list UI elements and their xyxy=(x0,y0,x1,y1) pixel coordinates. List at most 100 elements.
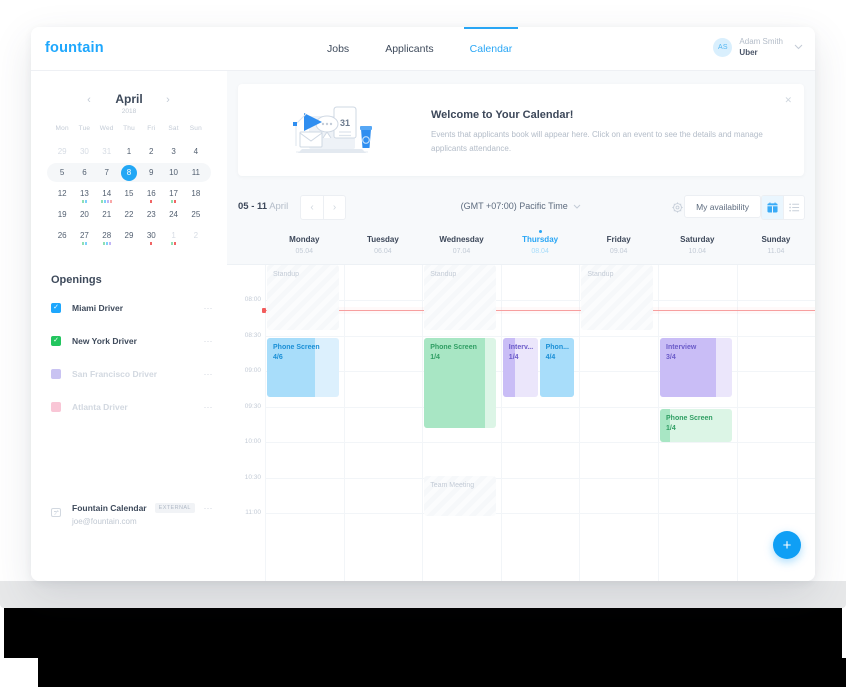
opening-checkbox[interactable] xyxy=(51,369,61,379)
mini-calendar-day-number: 20 xyxy=(79,210,89,219)
calendar-event[interactable]: Phone Screen 4/6 xyxy=(267,338,339,397)
calendar-account-more-button[interactable]: ⋯ xyxy=(203,503,213,513)
next-week-button[interactable]: › xyxy=(323,196,345,219)
mini-calendar-day-8[interactable]: 8 xyxy=(118,162,140,183)
day-header-name: Saturday xyxy=(680,235,715,244)
mini-calendar-weekday-thu: Thu xyxy=(123,125,135,132)
event-dot xyxy=(174,242,177,245)
grid-day-divider xyxy=(265,265,266,581)
mini-calendar-day-24[interactable]: 24 xyxy=(162,204,184,225)
calendar-view-icon[interactable] xyxy=(762,196,783,219)
chevron-down-icon[interactable] xyxy=(794,42,803,52)
mini-calendar-day-30[interactable]: 30 xyxy=(73,141,95,162)
calendar-event[interactable]: Phon... 4/4 xyxy=(539,338,575,397)
my-availability-button[interactable]: My availability xyxy=(684,195,761,218)
timezone-selector[interactable]: (GMT +07:00) Pacific Time xyxy=(227,201,815,211)
calendar-account-email: joe@fountain.com xyxy=(72,517,137,526)
mini-calendar-day-4[interactable]: 4 xyxy=(185,141,207,162)
mini-calendar-day-7[interactable]: 7 xyxy=(96,162,118,183)
mini-calendar-day-25[interactable]: 25 xyxy=(185,204,207,225)
mini-calendar-day-30[interactable]: 30 xyxy=(140,225,162,246)
calendar-event[interactable]: Phone Screen 1/4 xyxy=(660,409,732,442)
mini-calendar-event-dots xyxy=(162,200,184,203)
day-header-thursday[interactable]: Thursday 08.04 xyxy=(501,230,580,255)
opening-more-button[interactable]: ⋯ xyxy=(203,368,213,379)
opening-item-new-york-driver[interactable]: New York Driver ⋯ xyxy=(51,330,213,352)
mini-calendar-day-26[interactable]: 26 xyxy=(51,225,73,246)
mini-calendar-day-number: 23 xyxy=(146,210,156,219)
mini-calendar-day-number: 24 xyxy=(169,210,179,219)
list-view-icon[interactable] xyxy=(783,196,804,219)
mini-calendar-day-6[interactable]: 6 xyxy=(73,162,95,183)
mini-calendar-weekday-mon: Mon xyxy=(55,125,69,132)
opening-more-button[interactable]: ⋯ xyxy=(203,401,213,412)
calendar-event[interactable]: Interv... 1/4 xyxy=(502,338,538,397)
mini-calendar-day-11[interactable]: 11 xyxy=(185,162,207,183)
mini-calendar-day-20[interactable]: 20 xyxy=(73,204,95,225)
mini-calendar-day-12[interactable]: 12 xyxy=(51,183,73,204)
mini-calendar-day-22[interactable]: 22 xyxy=(118,204,140,225)
mini-calendar-day-31[interactable]: 31 xyxy=(96,141,118,162)
mini-calendar-day-27[interactable]: 27 xyxy=(73,225,95,246)
fountain-logo[interactable]: fountain xyxy=(45,40,104,56)
mini-calendar-day-29[interactable]: 29 xyxy=(51,141,73,162)
mini-calendar-day-21[interactable]: 21 xyxy=(96,204,118,225)
connected-calendar-account[interactable]: Fountain Calendar EXTERNAL joe@fountain.… xyxy=(51,503,213,526)
mini-calendar-day-18[interactable]: 18 xyxy=(185,183,207,204)
mini-calendar-day-1[interactable]: 1 xyxy=(162,225,184,246)
day-header-saturday[interactable]: Saturday 10.04 xyxy=(658,235,737,255)
calendar-event[interactable]: Team Meeting xyxy=(424,476,496,516)
event-dot xyxy=(171,242,174,245)
opening-more-button[interactable]: ⋯ xyxy=(203,302,213,313)
nav-item-calendar[interactable]: Calendar xyxy=(463,27,518,71)
opening-checkbox[interactable] xyxy=(51,336,61,346)
event-title: Phone Screen xyxy=(430,344,477,351)
calendar-event[interactable]: Standup xyxy=(267,265,339,330)
mini-calendar-day-1[interactable]: 1 xyxy=(118,141,140,162)
user-menu[interactable]: AS Adam Smith Uber xyxy=(713,36,803,58)
calendar-event[interactable]: Interview 3/4 xyxy=(660,338,732,397)
day-header-tuesday[interactable]: Tuesday 06.04 xyxy=(344,235,423,255)
calendar-event[interactable]: Standup xyxy=(581,265,653,330)
mini-calendar-day-23[interactable]: 23 xyxy=(140,204,162,225)
mini-calendar-day-14[interactable]: 14 xyxy=(96,183,118,204)
calendar-event[interactable]: Phone Screen 1/4 xyxy=(424,338,496,428)
mini-calendar-day-10[interactable]: 10 xyxy=(162,162,184,183)
opening-checkbox[interactable] xyxy=(51,303,61,313)
opening-item-miami-driver[interactable]: Miami Driver ⋯ xyxy=(51,297,213,319)
day-header-wednesday[interactable]: Wednesday 07.04 xyxy=(422,235,501,255)
grid-hour-line xyxy=(265,300,815,301)
week-grid: 08:00 08:30 09:00 09:30 10:00 10:30 11:00 Stand… xyxy=(227,265,815,581)
opening-item-san-francisco-driver[interactable]: San Francisco Driver ⋯ xyxy=(51,363,213,385)
mini-calendar-day-13[interactable]: 13 xyxy=(73,183,95,204)
mini-calendar-prev-month-button[interactable]: ‹ xyxy=(87,94,91,106)
mini-calendar-day-16[interactable]: 16 xyxy=(140,183,162,204)
calendar-event[interactable]: Standup xyxy=(424,265,496,330)
day-header-sunday[interactable]: Sunday 11.04 xyxy=(737,235,815,255)
welcome-banner: 31 Welcome to Your Calen xyxy=(238,84,804,176)
mini-calendar-day-number: 28 xyxy=(102,231,112,240)
mini-calendar-day-9[interactable]: 9 xyxy=(140,162,162,183)
mini-calendar-day-2[interactable]: 2 xyxy=(140,141,162,162)
mini-calendar-day-15[interactable]: 15 xyxy=(118,183,140,204)
mini-calendar-day-5[interactable]: 5 xyxy=(51,162,73,183)
mini-calendar-day-29[interactable]: 29 xyxy=(118,225,140,246)
gear-icon[interactable] xyxy=(672,200,683,218)
mini-calendar-day-19[interactable]: 19 xyxy=(51,204,73,225)
mini-calendar-day-2[interactable]: 2 xyxy=(185,225,207,246)
mini-calendar-day-3[interactable]: 3 xyxy=(162,141,184,162)
day-header-friday[interactable]: Friday 09.04 xyxy=(579,235,658,255)
nav-item-applicants[interactable]: Applicants xyxy=(385,43,434,55)
mini-calendar-day-17[interactable]: 17 xyxy=(162,183,184,204)
event-progress-fill xyxy=(502,338,515,397)
day-header-monday[interactable]: Monday 05.04 xyxy=(265,235,344,255)
mini-calendar-day-28[interactable]: 28 xyxy=(96,225,118,246)
mini-calendar-next-month-button[interactable]: › xyxy=(166,94,170,106)
opening-more-button[interactable]: ⋯ xyxy=(203,335,213,346)
opening-checkbox[interactable] xyxy=(51,402,61,412)
opening-item-atlanta-driver[interactable]: Atlanta Driver ⋯ xyxy=(51,396,213,418)
prev-week-button[interactable]: ‹ xyxy=(310,202,314,213)
close-icon[interactable]: ✕ xyxy=(784,95,792,105)
add-event-button[interactable]: + xyxy=(773,531,801,559)
nav-item-jobs[interactable]: Jobs xyxy=(327,43,350,55)
